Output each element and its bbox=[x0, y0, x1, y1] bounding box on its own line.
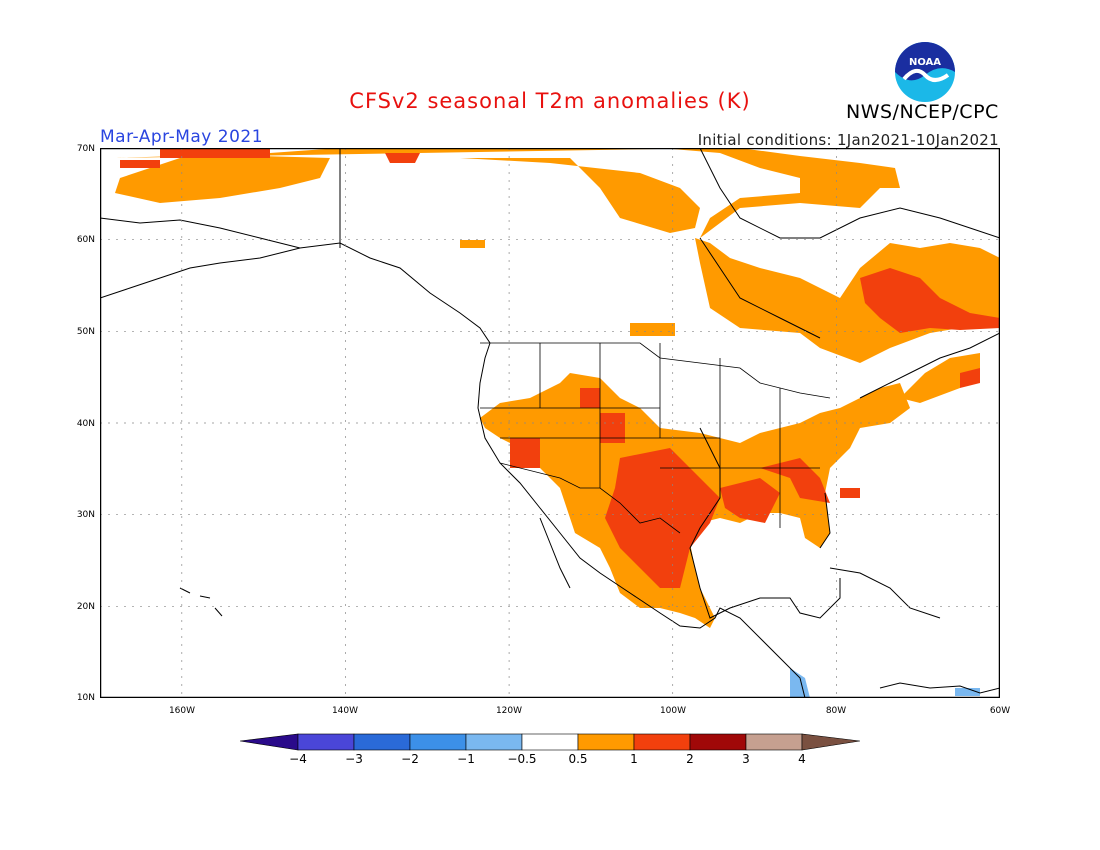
logo-text: NOAA bbox=[909, 57, 941, 68]
lon-label: 120W bbox=[495, 706, 523, 716]
legend-label: −0.5 bbox=[507, 752, 537, 766]
agency-label: NWS/NCEP/CPC bbox=[846, 101, 999, 123]
lat-label: 60N bbox=[76, 235, 95, 245]
legend-swatch bbox=[689, 733, 747, 751]
legend-label: −3 bbox=[345, 752, 363, 766]
legend-swatch bbox=[577, 733, 635, 751]
legend-label: 2 bbox=[686, 752, 694, 766]
legend-swatch bbox=[297, 733, 355, 751]
legend-label: −2 bbox=[401, 752, 419, 766]
map-frame bbox=[100, 148, 1000, 698]
initial-conditions-label: Initial conditions: 1Jan2021-10Jan2021 bbox=[697, 131, 999, 149]
grid-lines bbox=[100, 148, 1000, 698]
coastlines bbox=[100, 148, 1000, 698]
legend-swatch bbox=[465, 733, 523, 751]
borders bbox=[480, 342, 831, 534]
lon-label: 140W bbox=[331, 706, 359, 716]
anomaly-fill-blue bbox=[790, 668, 980, 698]
season-label: Mar-Apr-May 2021 bbox=[100, 127, 264, 147]
legend-label: 4 bbox=[798, 752, 806, 766]
legend-swatch bbox=[409, 733, 467, 751]
anomaly-map bbox=[100, 148, 1000, 698]
lat-label: 30N bbox=[76, 510, 95, 520]
legend-label: 3 bbox=[742, 752, 750, 766]
noaa-logo: NOAA bbox=[895, 42, 955, 102]
anomaly-fill-red bbox=[120, 148, 1000, 588]
legend-swatch bbox=[633, 733, 691, 751]
lat-label: 10N bbox=[76, 693, 95, 703]
lat-label: 70N bbox=[76, 144, 95, 154]
lon-label: 60W bbox=[989, 706, 1011, 716]
lon-label: 80W bbox=[825, 706, 847, 716]
legend-label: −1 bbox=[457, 752, 475, 766]
legend-label: −4 bbox=[289, 752, 307, 766]
legend-swatch bbox=[240, 733, 299, 751]
anomaly-fill-orange bbox=[115, 148, 1000, 628]
legend-swatch bbox=[745, 733, 803, 751]
lon-label: 100W bbox=[659, 706, 687, 716]
legend-swatch bbox=[353, 733, 411, 751]
legend-label: 1 bbox=[630, 752, 638, 766]
chart-title: CFSv2 seasonal T2m anomalies (K) bbox=[349, 89, 751, 113]
lon-label: 160W bbox=[168, 706, 196, 716]
lat-label: 40N bbox=[76, 419, 95, 429]
legend-label: 0.5 bbox=[568, 752, 588, 766]
lat-label: 50N bbox=[76, 327, 95, 337]
color-legend bbox=[240, 733, 860, 751]
legend-swatch bbox=[521, 733, 579, 751]
legend-swatch bbox=[801, 733, 860, 751]
lat-label: 20N bbox=[76, 602, 95, 612]
